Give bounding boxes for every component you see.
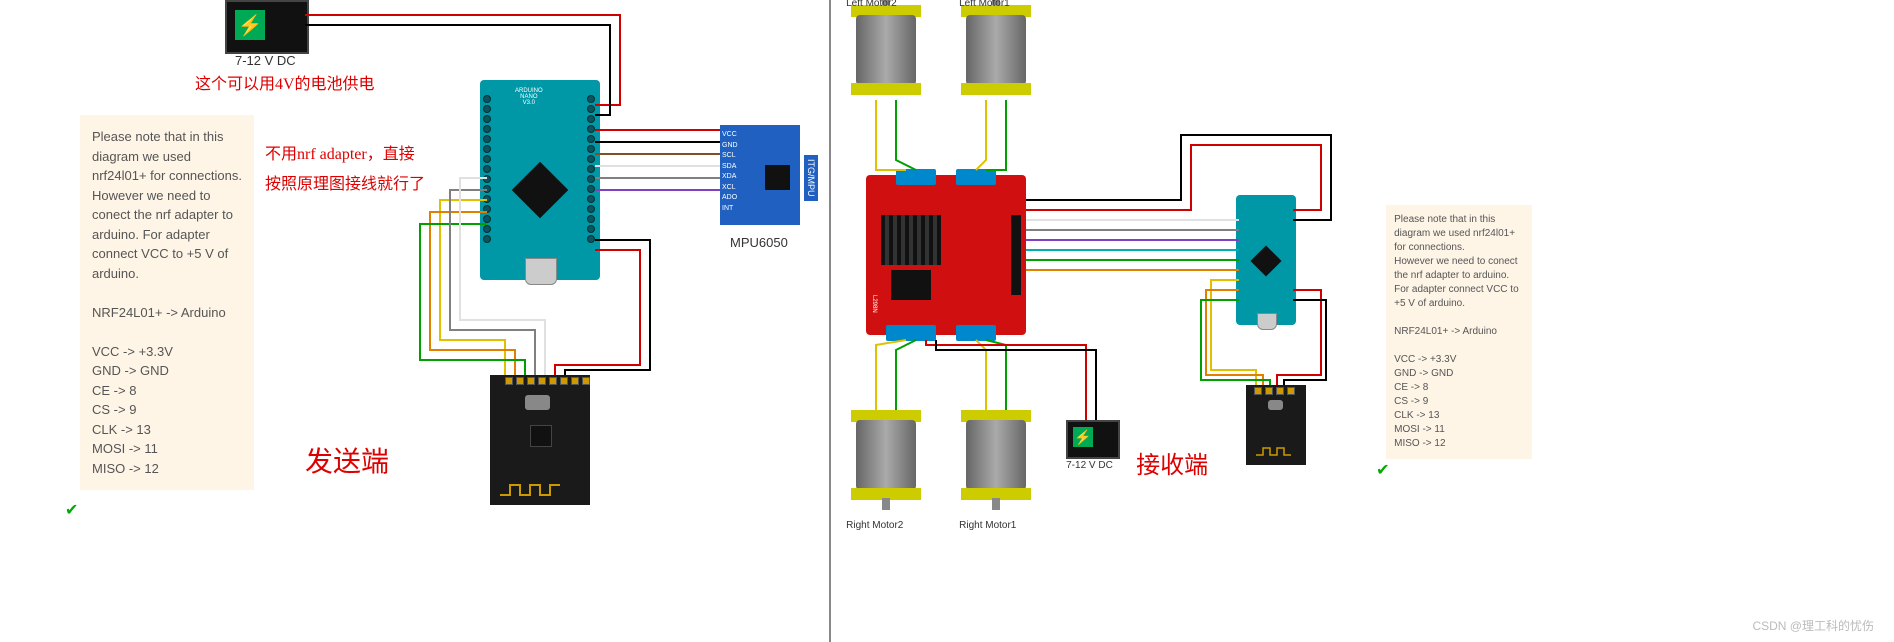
- battery-rx: ⚡: [1066, 420, 1120, 459]
- note-pin: VCC -> +3.3V: [92, 342, 242, 362]
- mpu-pin: XDA: [722, 172, 738, 183]
- arduino-nano-rx: [1236, 195, 1296, 325]
- left-motor-1: [961, 0, 1031, 105]
- battery-label: 7-12 V DC: [235, 53, 296, 68]
- mpu-pin: SCL: [722, 151, 738, 162]
- rx-title: 接收端: [1136, 445, 1208, 480]
- adapter-note-2: 按照原理图接线就行了: [265, 170, 425, 194]
- note-pin-rx: CE -> 8: [1394, 381, 1524, 395]
- lm2-label: Left Motor2: [846, 0, 897, 9]
- mpu-pin: SDA: [722, 162, 738, 173]
- mpu-pin: XCL: [722, 183, 738, 194]
- right-motor-1: [961, 400, 1031, 510]
- tick-icon-rx: ✔: [1376, 460, 1389, 480]
- note-pin-rx: MOSI -> 11: [1394, 423, 1524, 437]
- rm2-label: Right Motor2: [846, 520, 903, 531]
- transmitter-panel: ⚡ 7-12 V DC 这个可以用4V的电池供电 Please note tha…: [0, 0, 829, 642]
- note-pin-rx: CS -> 9: [1394, 395, 1524, 409]
- battery-tx: ⚡: [225, 0, 309, 54]
- nrf24l01-tx: [490, 375, 590, 505]
- note-box-rx: Please note that in this diagram we used…: [1386, 205, 1532, 459]
- rm1-label: Right Motor1: [959, 520, 1016, 531]
- left-motor-2: [851, 0, 921, 105]
- note-pin: GND -> GND: [92, 361, 242, 381]
- note-pin: CLK -> 13: [92, 420, 242, 440]
- watermark: CSDN @理工科的忧伤: [1752, 617, 1874, 634]
- note-intro: Please note that in this diagram we used…: [92, 127, 242, 283]
- right-motor-2: [851, 400, 921, 510]
- mpu-pin: VCC: [722, 130, 738, 141]
- arduino-nano-tx: ARDUINONANOV3.0: [480, 80, 600, 280]
- note-header: NRF24L01+ -> Arduino: [92, 303, 242, 323]
- note-header-rx: NRF24L01+ -> Arduino: [1394, 325, 1524, 339]
- mpu-pin: ADO: [722, 193, 738, 204]
- note-intro-rx: Please note that in this diagram we used…: [1394, 213, 1524, 311]
- note-pin: MISO -> 12: [92, 459, 242, 479]
- lm1-label: Left Motor1: [959, 0, 1010, 9]
- note-pin-rx: MISO -> 12: [1394, 437, 1524, 451]
- note-pin: CS -> 9: [92, 400, 242, 420]
- note-pin: CE -> 8: [92, 381, 242, 401]
- note-box-tx: Please note that in this diagram we used…: [80, 115, 254, 490]
- nrf24l01-rx: [1246, 385, 1306, 465]
- note-pin-rx: CLK -> 13: [1394, 409, 1524, 423]
- mpu-pin: INT: [722, 204, 738, 215]
- battery-rx-label: 7-12 V DC: [1066, 460, 1113, 471]
- mpu-label: MPU6050: [730, 235, 788, 250]
- l298n-driver: L298N: [866, 175, 1026, 335]
- note-pin-rx: GND -> GND: [1394, 367, 1524, 381]
- battery-note: 这个可以用4V的电池供电: [195, 70, 375, 94]
- tick-icon: ✔: [65, 500, 78, 520]
- note-pin-rx: VCC -> +3.3V: [1394, 353, 1524, 367]
- mpu6050: ITG/MPU VCC GND SCL SDA XDA XCL ADO INT: [720, 125, 800, 225]
- receiver-panel: Left Motor2 Left Motor1 Right Motor2 Rig…: [829, 0, 1894, 642]
- note-pin: MOSI -> 11: [92, 439, 242, 459]
- mpu-pin: GND: [722, 141, 738, 152]
- tx-title: 发送端: [305, 440, 389, 480]
- adapter-note-1: 不用nrf adapter，直接: [265, 140, 415, 164]
